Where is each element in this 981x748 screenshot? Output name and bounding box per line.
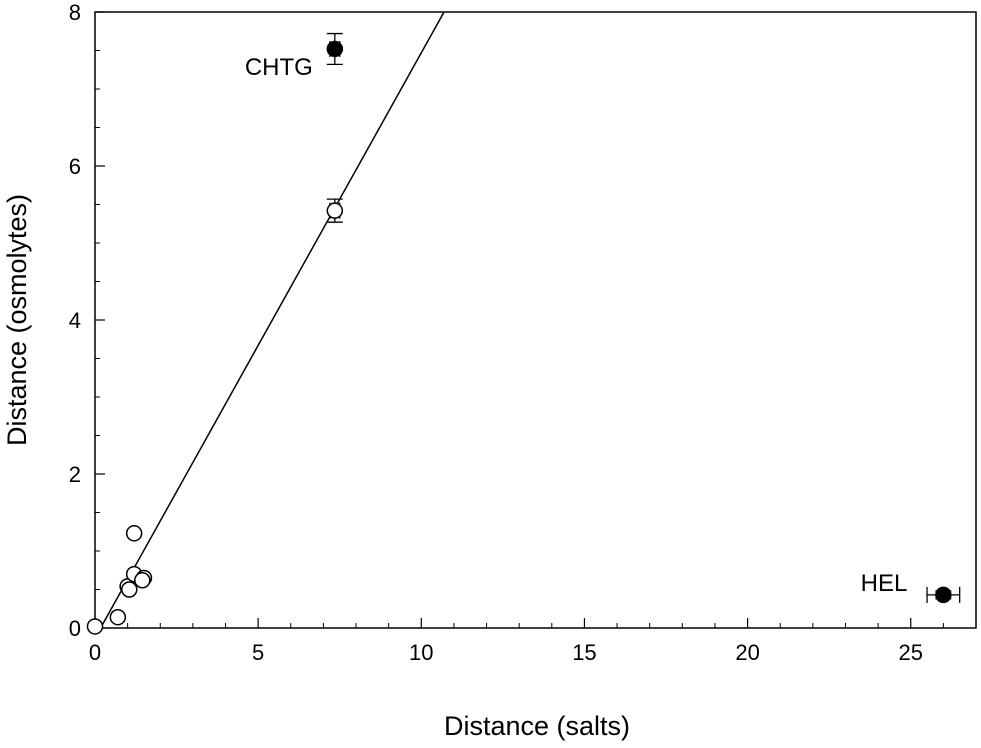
point-label: HEL xyxy=(861,570,908,597)
y-tick-label: 6 xyxy=(69,154,81,179)
y-axis-title: Distance (osmolytes) xyxy=(2,194,32,446)
filled-data-point xyxy=(935,586,952,604)
x-tick-label: 25 xyxy=(898,640,922,665)
x-tick-label: 5 xyxy=(252,640,264,665)
open-data-point xyxy=(86,618,104,635)
y-tick-label: 4 xyxy=(69,308,81,333)
regression-line xyxy=(99,11,445,629)
x-tick-label: 0 xyxy=(89,640,101,665)
open-data-point xyxy=(326,202,344,219)
y-tick-label: 2 xyxy=(69,462,81,487)
open-data-point xyxy=(134,572,151,589)
plot-frame xyxy=(94,11,977,629)
point-label: CHTG xyxy=(245,54,313,81)
open-data-point xyxy=(109,608,127,626)
filled-data-point xyxy=(326,40,344,58)
open-data-point xyxy=(125,525,143,542)
open-data-point xyxy=(121,581,138,598)
x-tick-label: 15 xyxy=(572,640,596,665)
x-tick-label: 10 xyxy=(409,640,433,665)
y-tick-label: 0 xyxy=(69,616,81,641)
x-tick-label: 20 xyxy=(735,640,759,665)
axis-ticks: 0 5 10 15 20 25 0 2 4 6 8 xyxy=(69,0,944,665)
x-axis-title: Distance (salts) xyxy=(444,711,630,741)
y-tick-label: 8 xyxy=(69,0,81,25)
data-points xyxy=(86,32,961,635)
fit-line-layer xyxy=(99,11,445,629)
point-labels: CHTG HEL xyxy=(245,54,908,597)
